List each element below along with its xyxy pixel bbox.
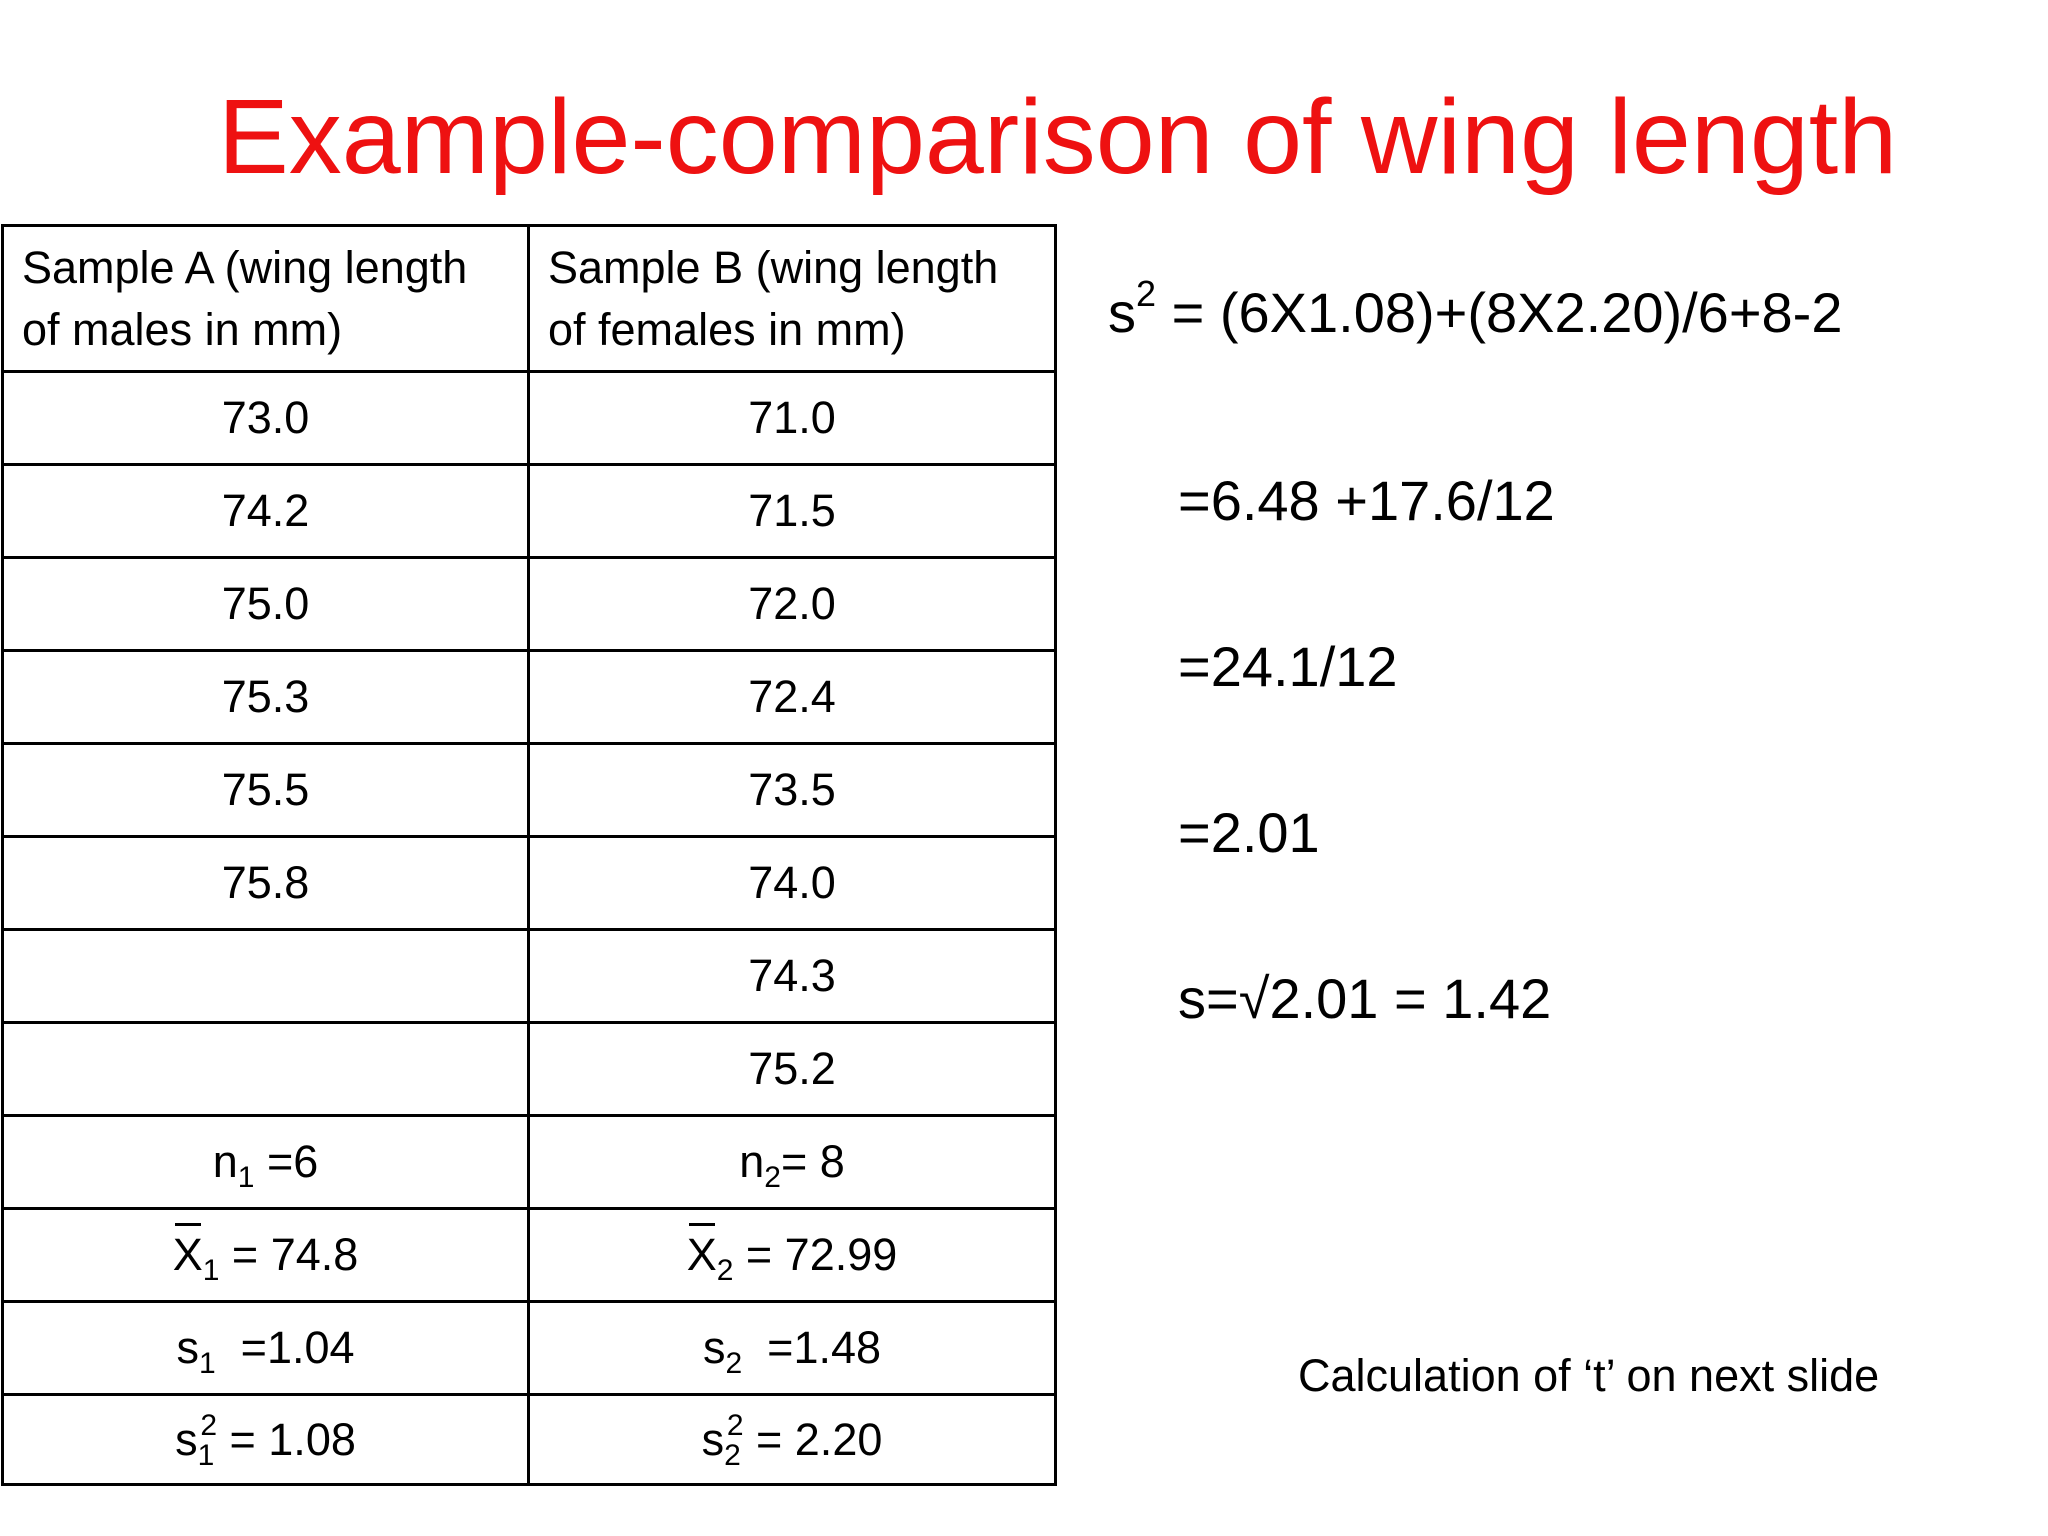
std-dev-row: s1 =1.04 s2 =1.48 [1, 1300, 1057, 1396]
cell-b: 74.3 [527, 928, 1057, 1024]
header-sample-b: Sample B (wing length of females in mm) [527, 224, 1057, 373]
xbar-symbol: X [687, 1223, 717, 1285]
cell-b: 75.2 [527, 1021, 1057, 1117]
xbar-symbol: X [173, 1223, 203, 1285]
table-row: 73.0 71.0 [1, 370, 1057, 466]
variance-row: s12 = 1.08 s22 = 2.20 [1, 1393, 1057, 1486]
n1-cell: n1 =6 [1, 1114, 530, 1210]
table-row: 75.8 74.0 [1, 835, 1057, 931]
header-b-line1: Sample B (wing length [548, 241, 999, 293]
cell-a: 74.2 [1, 463, 530, 559]
table-header-row: Sample A (wing length of males in mm) Sa… [1, 224, 1057, 373]
mean-row: X1 = 74.8 X2 = 72.99 [1, 1207, 1057, 1303]
var2-cell: s22 = 2.20 [527, 1393, 1057, 1486]
table-row: 75.3 72.4 [1, 649, 1057, 745]
formula-step-4: =2.01 [1178, 801, 1320, 864]
mean1-cell: X1 = 74.8 [1, 1207, 530, 1303]
mean2-cell: X2 = 72.99 [527, 1207, 1057, 1303]
slide-title: Example-comparison of wing length [218, 78, 1898, 196]
cell-a [1, 1021, 530, 1117]
pooled-variance-formula: s2 = (6X1.08)+(8X2.20)/6+8-2 [1108, 273, 1843, 345]
cell-b: 71.5 [527, 463, 1057, 559]
formula-step-3: =24.1/12 [1178, 635, 1398, 698]
var1-cell: s12 = 1.08 [1, 1393, 530, 1486]
cell-b: 73.5 [527, 742, 1057, 838]
header-b-line2: of females in mm) [548, 303, 906, 355]
table-row: 74.2 71.5 [1, 463, 1057, 559]
sample-size-row: n1 =6 n2= 8 [1, 1114, 1057, 1210]
cell-a [1, 928, 530, 1024]
cell-a: 75.3 [1, 649, 530, 745]
next-slide-note: Calculation of ‘t’ on next slide [1298, 1350, 1880, 1401]
formula-step-5: s=√2.01 = 1.42 [1178, 967, 1552, 1030]
cell-a: 75.8 [1, 835, 530, 931]
cell-a: 75.5 [1, 742, 530, 838]
cell-a: 73.0 [1, 370, 530, 466]
table-row: 75.0 72.0 [1, 556, 1057, 652]
header-a-line1: Sample A (wing length [22, 241, 468, 293]
sd2-cell: s2 =1.48 [527, 1300, 1057, 1396]
table-row: 74.3 [1, 928, 1057, 1024]
cell-b: 71.0 [527, 370, 1057, 466]
sd1-cell: s1 =1.04 [1, 1300, 530, 1396]
cell-a: 75.0 [1, 556, 530, 652]
n2-cell: n2= 8 [527, 1114, 1057, 1210]
cell-b: 74.0 [527, 835, 1057, 931]
cell-b: 72.4 [527, 649, 1057, 745]
wing-length-table: Sample A (wing length of males in mm) Sa… [1, 224, 1057, 1486]
header-sample-a: Sample A (wing length of males in mm) [1, 224, 530, 373]
header-a-line2: of males in mm) [22, 303, 343, 355]
cell-b: 72.0 [527, 556, 1057, 652]
table-row: 75.5 73.5 [1, 742, 1057, 838]
formula-step-2: =6.48 +17.6/12 [1178, 469, 1555, 532]
table-row: 75.2 [1, 1021, 1057, 1117]
